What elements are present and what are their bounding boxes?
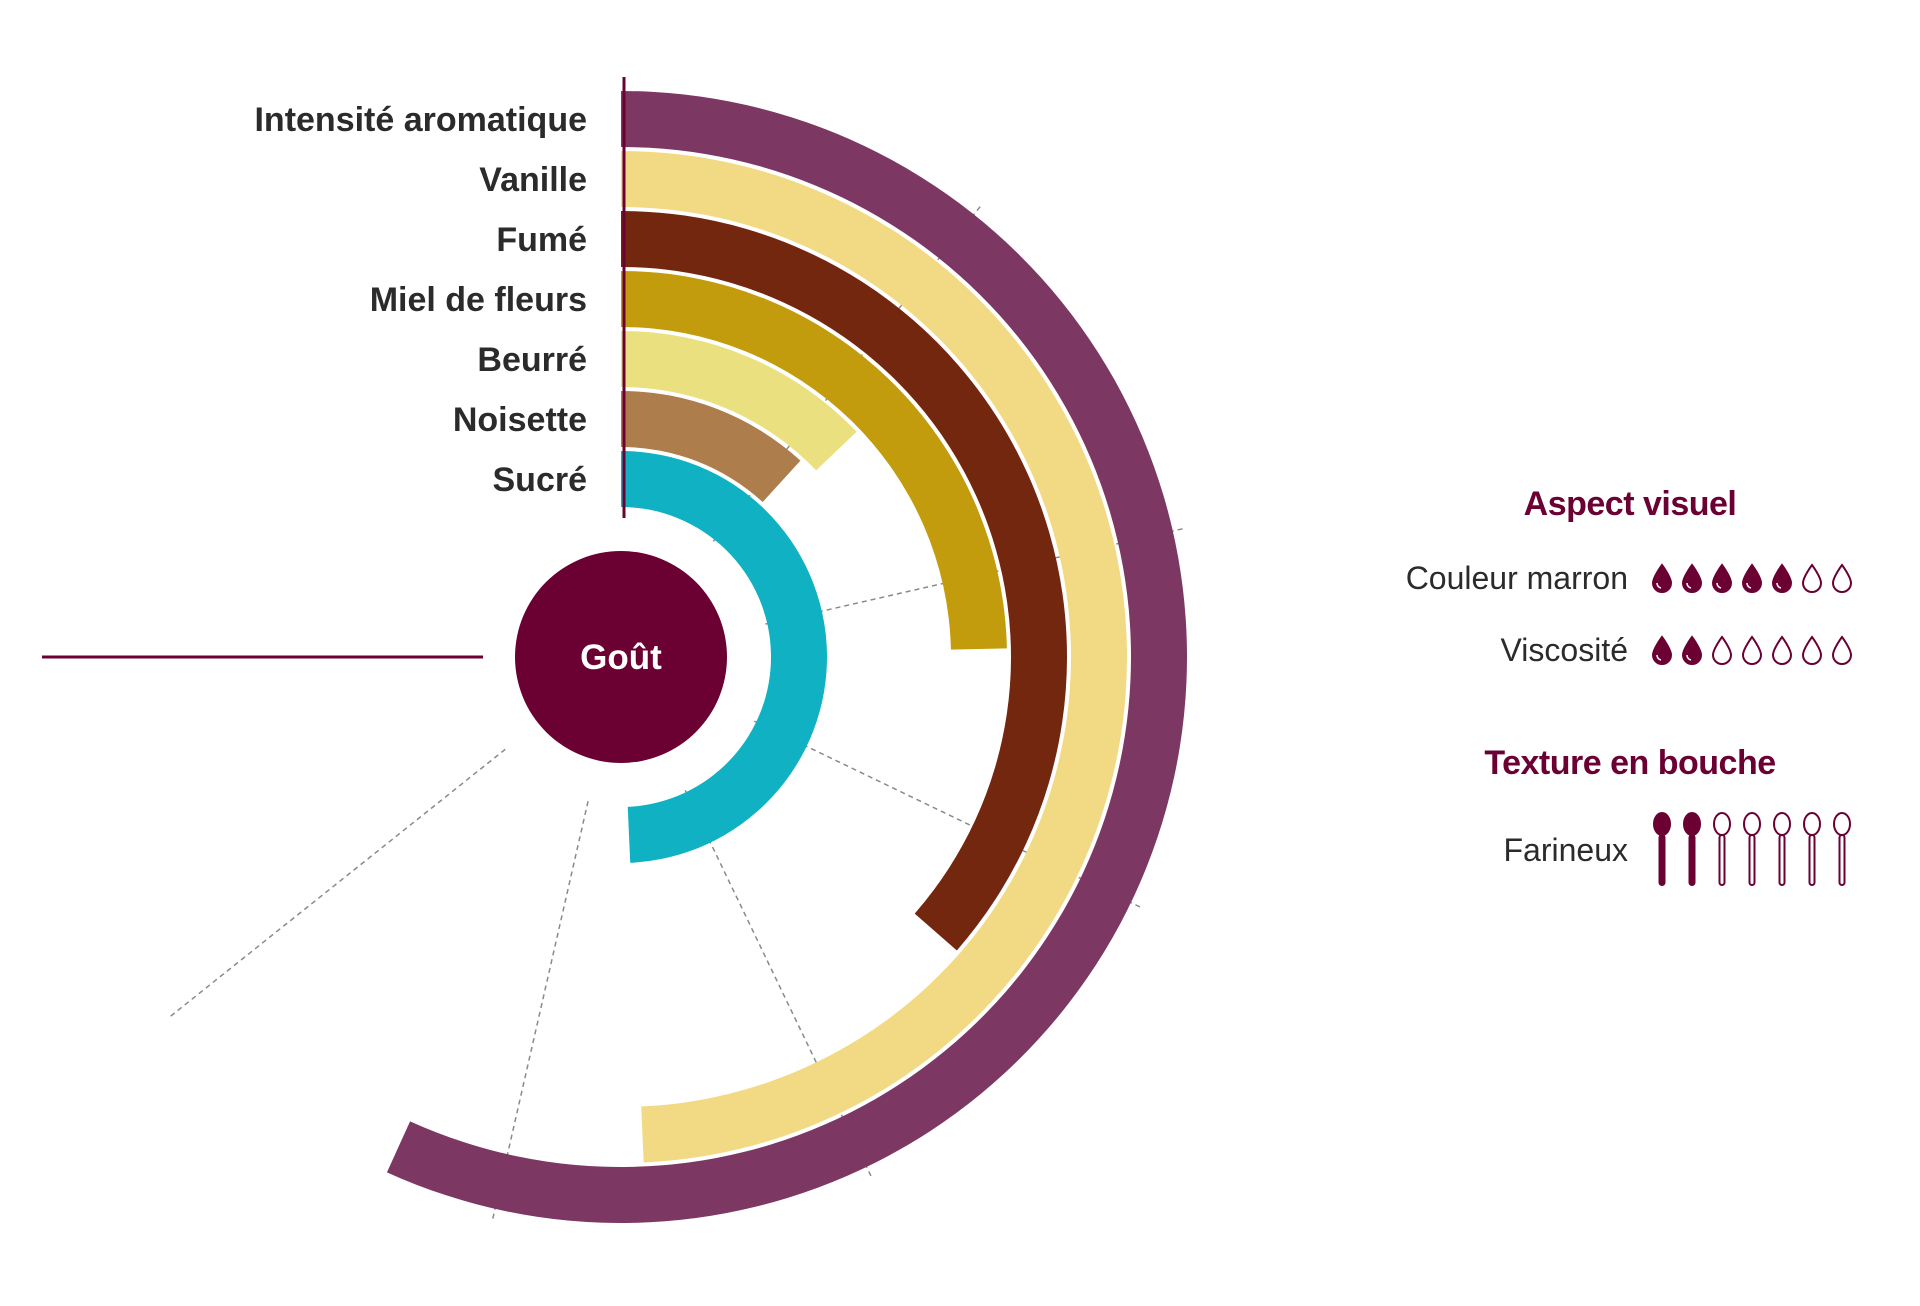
- rating-icons: [1650, 563, 1860, 593]
- series-label: Noisette: [453, 401, 587, 439]
- rating-icons: [1650, 635, 1860, 665]
- grid-spoke: [491, 801, 589, 1223]
- aspect-visuel-title: Aspect visuel: [1523, 485, 1737, 523]
- drop-icon: [1651, 563, 1673, 593]
- drop-icon: [1831, 563, 1853, 593]
- spoon-icon: [1743, 812, 1761, 886]
- series-label: Vanille: [479, 161, 587, 199]
- spoon-icon: [1833, 812, 1851, 886]
- bar-fumé: [621, 211, 1067, 951]
- spoon-icon: [1713, 812, 1731, 886]
- rating-row: Viscosité: [1360, 614, 1900, 686]
- rating-label: Couleur marron: [1405, 559, 1628, 596]
- spoon-icon: [1653, 812, 1671, 886]
- rating-icons: [1650, 811, 1860, 889]
- aspect-visuel-ratings: Couleur marron Viscosité: [1360, 542, 1900, 686]
- spoon-icon: [1773, 812, 1791, 886]
- drop-icon: [1711, 563, 1733, 593]
- bar-noisette: [621, 391, 801, 502]
- series-label: Intensité aromatique: [254, 101, 587, 139]
- spoon-icon: [1803, 812, 1821, 886]
- grid-spoke: [684, 790, 874, 1180]
- series-label: Beurré: [477, 341, 587, 379]
- bar-sucré: [621, 451, 828, 863]
- rating-label: Farineux: [1503, 831, 1629, 868]
- series-labels: Intensité aromatique Vanille Fumé Miel de f…: [254, 101, 587, 499]
- texture-ratings: Farineux: [1360, 805, 1900, 895]
- bar-beurré: [621, 331, 857, 471]
- texture-title: Texture en bouche: [1484, 744, 1776, 782]
- drop-icon: [1771, 635, 1793, 665]
- rating-row: Farineux: [1360, 805, 1900, 895]
- center-label: Goût: [580, 638, 662, 677]
- chart-bars: [386, 91, 1187, 1223]
- series-label: Sucré: [493, 461, 588, 499]
- grid-spoke: [754, 720, 1144, 910]
- drop-icon: [1741, 635, 1763, 665]
- drop-icon: [1681, 635, 1703, 665]
- drop-icon: [1801, 635, 1823, 665]
- drop-icon: [1651, 635, 1673, 665]
- rating-row: Couleur marron: [1360, 542, 1900, 614]
- series-label: Fumé: [496, 221, 587, 259]
- center-circle: [515, 551, 727, 763]
- bar-miel-de-fleurs: [621, 271, 1007, 650]
- spoon-icon: [1683, 812, 1701, 886]
- grid-spoke: [765, 527, 1187, 625]
- drop-icon: [1771, 563, 1793, 593]
- grid-spoke: [167, 748, 506, 1020]
- drop-icon: [1711, 635, 1733, 665]
- drop-icon: [1801, 563, 1823, 593]
- rating-label: Viscosité: [1500, 631, 1628, 668]
- drop-icon: [1681, 563, 1703, 593]
- series-label: Miel de fleurs: [370, 281, 587, 319]
- side-panel: Aspect visuel Couleur marron Viscosité: [1360, 485, 1900, 895]
- bar-vanille: [621, 151, 1128, 1163]
- drop-icon: [1741, 563, 1763, 593]
- drop-icon: [1831, 635, 1853, 665]
